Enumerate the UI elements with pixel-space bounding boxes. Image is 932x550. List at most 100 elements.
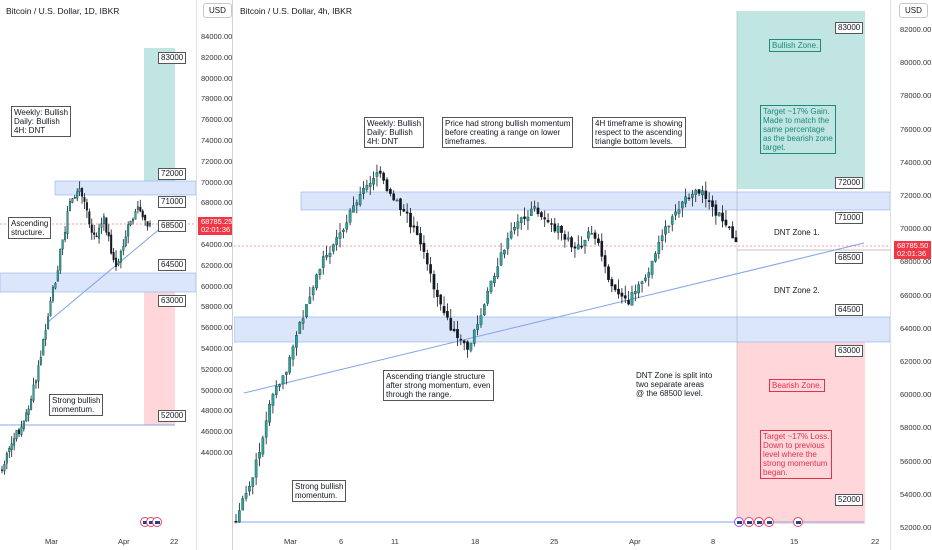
candle-down	[731, 226, 734, 239]
candle-down	[734, 237, 738, 243]
bullish-target-note[interactable]: Target ~17% Gain. Made to match the same…	[760, 105, 836, 154]
candle-up	[261, 437, 265, 455]
candle-up	[119, 251, 122, 263]
candle-up	[71, 198, 74, 203]
candle-down	[378, 170, 382, 174]
triangle-note[interactable]: Ascending triangle structure after stron…	[383, 370, 494, 401]
support-band	[234, 316, 891, 343]
candle-up	[358, 194, 362, 205]
candle-up	[499, 252, 503, 266]
candle-up	[674, 211, 677, 216]
ascending-structure-note[interactable]: Ascending structure.	[8, 217, 52, 239]
candle-up	[590, 233, 594, 235]
bias-note[interactable]: Weekly: Bullish Daily: Bullish 4H: DNT	[364, 117, 425, 148]
price-tick: 44000.00	[201, 448, 233, 457]
candle-down	[73, 197, 76, 199]
daily-chart-canvas[interactable]	[0, 0, 233, 550]
bullish-zone	[737, 11, 865, 189]
price-tick: 84000.00	[201, 32, 233, 41]
candle-up	[295, 335, 298, 348]
candle-up	[254, 459, 258, 478]
candle-up	[667, 225, 671, 228]
candle-down	[144, 215, 147, 221]
momentum-note[interactable]: Price had strong bullish momentum before…	[442, 117, 574, 148]
candle-down	[593, 232, 597, 239]
candle-up	[34, 380, 37, 384]
candle-down	[687, 197, 691, 200]
bias-note[interactable]: Weekly: Bullish Daily: Bullish 4H: DNT	[11, 106, 72, 137]
candle-up	[670, 216, 674, 225]
candle-up	[664, 226, 667, 235]
candle-down	[112, 251, 115, 261]
us-flag-event-icon[interactable]	[793, 517, 803, 527]
strong-momentum-note[interactable]: Strong bullish momentum.	[292, 480, 347, 502]
candle-up	[717, 212, 721, 217]
price-tick: 76000.00	[201, 115, 233, 125]
candle-up	[244, 492, 248, 499]
price-tick: 60000.00	[900, 390, 932, 400]
chart-title: Bitcoin / U.S. Dollar, 1D, IBKR	[6, 6, 120, 16]
currency-button[interactable]: USD	[899, 3, 928, 18]
level-label: 71000	[158, 196, 187, 208]
candle-up	[576, 244, 580, 250]
candle-up	[506, 238, 510, 249]
us-flag-event-icon[interactable]	[764, 517, 774, 527]
price-axis[interactable]: USD	[196, 0, 232, 550]
dnt-zone-1-label: DNT Zone 1.	[774, 228, 820, 237]
level-label: 83000	[835, 22, 864, 34]
candle-up	[39, 356, 42, 365]
candle-up	[132, 219, 135, 222]
price-tick: 62000.00	[201, 260, 233, 270]
lightning-event-icon[interactable]	[734, 517, 744, 527]
candle-up	[526, 216, 530, 221]
candle-down	[139, 206, 142, 212]
us-flag-event-icon[interactable]	[152, 517, 162, 527]
candle-up	[476, 324, 479, 330]
candle-down	[83, 196, 86, 202]
candle-up	[634, 291, 637, 295]
candle-up	[102, 216, 105, 224]
4h-chart-pane[interactable]: Bitcoin / U.S. Dollar, 4h, IBKR USD 8200…	[234, 0, 932, 550]
bearish-zone	[144, 292, 175, 425]
candle-down	[560, 225, 563, 233]
bearish-target-note[interactable]: Target ~17% Loss. Down to previous level…	[760, 430, 833, 479]
4h-chart-canvas[interactable]	[234, 0, 932, 550]
candle-down	[110, 234, 113, 254]
us-flag-event-icon[interactable]	[744, 517, 754, 527]
price-axis[interactable]: USD	[890, 0, 932, 550]
candle-up	[54, 282, 57, 289]
candle-down	[415, 226, 419, 236]
price-tick: 54000.00	[201, 344, 233, 353]
price-tick: 56000.00	[201, 323, 233, 333]
candle-up	[32, 384, 35, 401]
candle-down	[466, 341, 469, 350]
candle-up	[362, 188, 365, 194]
candle-down	[536, 207, 540, 215]
currency-button[interactable]: USD	[203, 3, 232, 18]
price-tick: 80000.00	[201, 73, 233, 83]
bullish-zone-label[interactable]: Bullish Zone.	[769, 39, 822, 52]
candle-up	[348, 210, 352, 223]
timeframe-note[interactable]: 4H timeframe is showing respect to the a…	[592, 117, 686, 148]
bearish-zone-label[interactable]: Bearish Zone.	[769, 379, 825, 392]
candle-up	[78, 188, 81, 193]
candle-up	[630, 292, 634, 306]
candle-down	[442, 306, 446, 314]
candle-down	[419, 233, 422, 245]
strong-momentum-note[interactable]: Strong bullish momentum.	[49, 394, 104, 416]
candle-up	[3, 464, 6, 472]
level-label: 83000	[158, 52, 187, 64]
candle-down	[707, 200, 711, 202]
candle-up	[68, 201, 71, 211]
candle-up	[372, 178, 375, 185]
candle-down	[1, 469, 3, 471]
price-tick: 54000.00	[900, 489, 932, 499]
candle-up	[583, 239, 587, 247]
daily-chart-pane[interactable]: Bitcoin / U.S. Dollar, 1D, IBKR USD 8400…	[0, 0, 233, 550]
level-label: 63000	[835, 345, 864, 357]
candle-down	[446, 311, 449, 318]
candle-down	[436, 289, 439, 298]
us-flag-event-icon[interactable]	[754, 517, 764, 527]
candle-up	[64, 231, 67, 240]
candle-up	[124, 236, 127, 247]
